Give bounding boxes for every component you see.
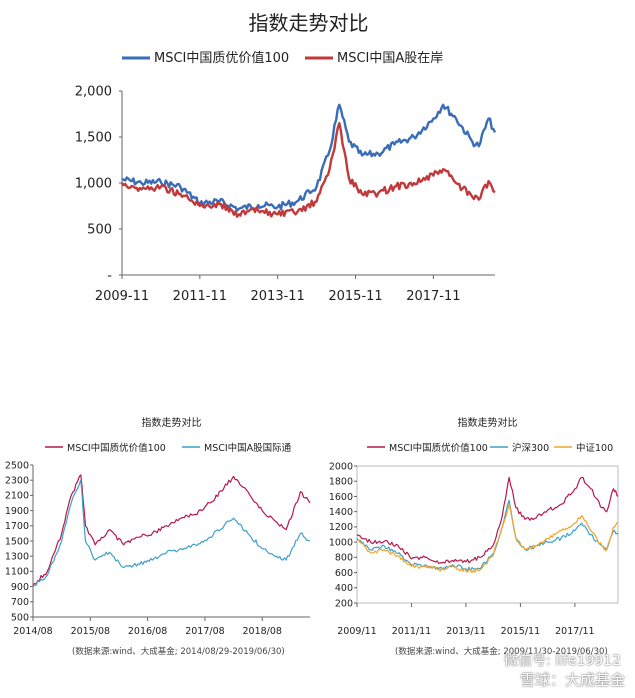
y-tick-label: 500 [87, 223, 112, 238]
x-tick-label: 2017/11 [555, 626, 594, 637]
chart-title: 指数走势对比 [249, 11, 369, 35]
y-tick-label: 1500 [5, 536, 29, 547]
series-line-3 [356, 503, 619, 574]
series-line-2 [32, 479, 311, 587]
series-line-2 [121, 122, 496, 218]
wechat-watermark: 微信号: life19912 [503, 653, 621, 669]
chart-2: 指数走势对比 MSCI中国质优价值100 MSCI中国A股国际通 2500 2300 21… [5, 416, 311, 657]
y-tick-label: 800 [335, 553, 353, 564]
x-tick-label: 2017/08 [185, 626, 224, 637]
x-tick-label: 2017-11 [406, 289, 460, 304]
xueqiu-watermark: 雪球：大成基金 [519, 671, 625, 689]
x-tick-label: 2018/08 [243, 626, 282, 637]
chart-title: 指数走势对比 [142, 416, 202, 429]
legend-label: MSCI中国A股国际通 [204, 442, 292, 454]
y-tick-label: 1600 [329, 492, 353, 503]
y-tick-label: - [107, 269, 112, 284]
chart-title: 指数走势对比 [458, 416, 518, 429]
series-line-1 [121, 103, 497, 212]
y-tick-label: 700 [11, 597, 29, 608]
y-tick-label: 1900 [5, 506, 29, 517]
y-tick-label: 1,000 [75, 177, 112, 192]
y-tick-label: 400 [335, 583, 353, 594]
y-tick-label: 1100 [5, 567, 29, 578]
series-line-1 [356, 476, 619, 564]
x-tick-label: 2011-11 [173, 289, 227, 304]
x-tick-label: 2013-11 [251, 289, 305, 304]
series-line-2 [356, 499, 619, 572]
x-tick-label: 2015-11 [328, 289, 382, 304]
y-tick-label: 500 [11, 612, 29, 623]
y-tick-label: 1800 [329, 477, 353, 488]
chart-1: 指数走势对比 MSCI中国质优价值100 MSCI中国A股在岸 2,000 1,500 1… [75, 11, 497, 304]
y-tick-label: 2500 [5, 460, 29, 471]
x-tick-label: 2013/11 [446, 626, 485, 637]
source-note: (数据来源:wind、大成基金; 2014/08/29-2019/06/30) [72, 646, 285, 657]
y-tick-label: 1400 [329, 507, 353, 518]
y-tick-label: 1,500 [75, 131, 112, 146]
y-tick-label: 2000 [329, 461, 353, 472]
y-tick-label: 600 [335, 568, 353, 579]
y-tick-label: 2100 [5, 491, 29, 502]
x-tick-label: 2009/11 [337, 626, 376, 637]
y-tick-label: 1700 [5, 521, 29, 532]
x-tick-label: 2016/08 [128, 626, 167, 637]
legend-label: MSCI中国A股在岸 [337, 51, 443, 66]
legend-label: 沪深300 [512, 442, 549, 454]
legend-label: MSCI中国质优价值100 [389, 442, 488, 454]
y-tick-label: 2,000 [75, 85, 112, 100]
x-tick-label: 2015/08 [71, 626, 110, 637]
legend-label: MSCI中国质优价值100 [154, 50, 289, 66]
plot-frame [356, 465, 619, 604]
y-tick-label: 200 [335, 598, 353, 609]
source-note: (数据来源:wind、大成基金; 2009/11/30-2019/06/30) [395, 646, 608, 657]
x-tick-label: 2011/11 [392, 626, 431, 637]
y-tick-label: 900 [11, 582, 29, 593]
legend-label: MSCI中国质优价值100 [67, 442, 166, 454]
chart-3: 指数走势对比 MSCI中国质优价值100 沪深300 中证100 2000 1800 160… [329, 416, 619, 657]
y-tick-label: 1300 [5, 552, 29, 563]
x-tick-label: 2015/11 [501, 626, 540, 637]
series-line-1 [32, 474, 311, 586]
x-tick-label: 2009-11 [95, 289, 149, 304]
y-tick-label: 1200 [329, 522, 353, 533]
y-tick-label: 2300 [5, 476, 29, 487]
y-tick-label: 1000 [329, 537, 353, 548]
x-tick-label: 2014/08 [13, 626, 52, 637]
legend-label: 中证100 [576, 442, 613, 454]
